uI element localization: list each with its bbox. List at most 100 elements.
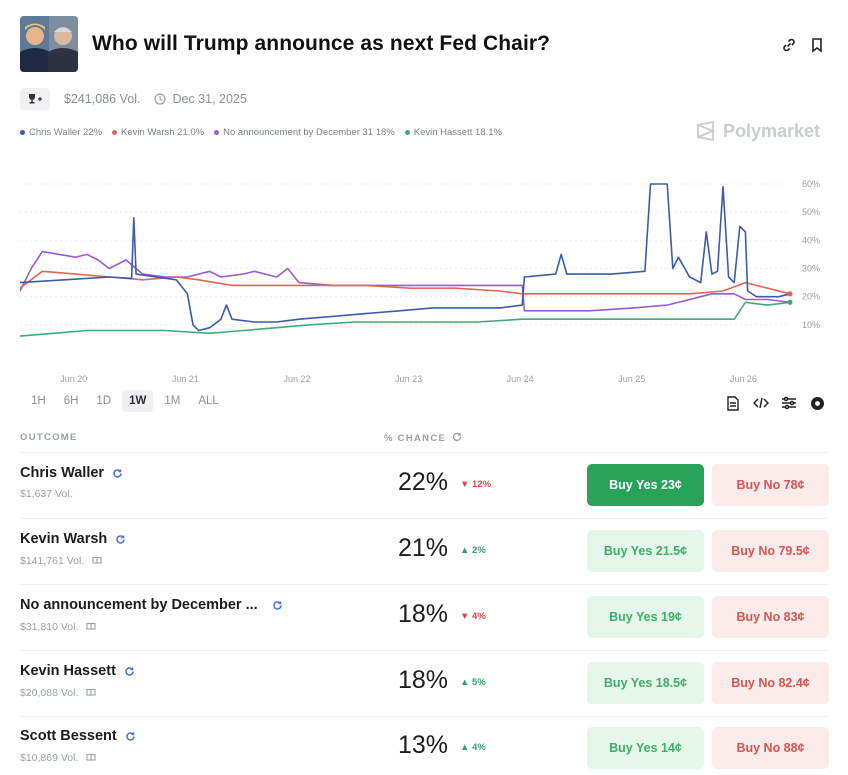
outcome-chance: 22% bbox=[398, 468, 449, 496]
time-range-selector: 1H 6H 1D 1W 1M ALL bbox=[24, 390, 226, 412]
range-1h[interactable]: 1H bbox=[31, 395, 46, 407]
buy-no-button[interactable]: Buy No 82.4¢ bbox=[712, 662, 829, 704]
outcome-name-wrap: Kevin Warsh bbox=[20, 531, 126, 547]
outcome-volume: $141,761 Vol. bbox=[20, 554, 85, 567]
outcome-volume: $20,088 Vol. bbox=[20, 686, 79, 699]
x-tick-label: Jun 26 bbox=[730, 374, 757, 384]
refresh-icon[interactable] bbox=[452, 432, 462, 445]
outcome-name-wrap: Kevin Hassett bbox=[20, 663, 135, 679]
buy-no-button[interactable]: Buy No 83¢ bbox=[712, 596, 829, 638]
outcome-row-chris-waller[interactable]: Chris Waller $1,637 Vol. 22% ▼ 12% Buy Y… bbox=[20, 454, 830, 518]
x-tick-label: Jun 21 bbox=[172, 374, 199, 384]
outcome-row-scott-bessent[interactable]: Scott Bessent $10,869 Vol. 13% ▲ 4% Buy … bbox=[20, 717, 830, 775]
outcome-row-kevin-hassett[interactable]: Kevin Hassett $20,088 Vol. 18% ▲ 5% Buy … bbox=[20, 652, 830, 716]
gift-icon[interactable] bbox=[86, 686, 96, 699]
outcome-row-no-announcement[interactable]: No announcement by December ... $31,810 … bbox=[20, 586, 830, 650]
x-tick-label: Jun 24 bbox=[507, 374, 534, 384]
buy-yes-button[interactable]: Buy Yes 18.5¢ bbox=[587, 662, 704, 704]
outcome-name: Kevin Hassett bbox=[20, 663, 116, 679]
table-divider bbox=[20, 452, 828, 453]
refresh-icon[interactable] bbox=[272, 600, 283, 611]
row-divider bbox=[20, 584, 828, 585]
buy-no-button[interactable]: Buy No 88¢ bbox=[712, 727, 829, 769]
link-icon[interactable] bbox=[780, 36, 798, 54]
outcome-name-wrap: No announcement by December ... bbox=[20, 597, 283, 613]
outcome-change-value: 4% bbox=[472, 611, 486, 622]
gift-icon[interactable] bbox=[92, 554, 102, 567]
series-line-chris-waller[interactable] bbox=[20, 183, 791, 332]
outcome-change-value: 12% bbox=[472, 479, 492, 490]
range-6h[interactable]: 6H bbox=[63, 395, 79, 407]
gear-icon[interactable] bbox=[808, 394, 826, 412]
range-1w[interactable]: 1W bbox=[122, 390, 154, 412]
outcome-volume-wrap: $141,761 Vol. bbox=[20, 554, 102, 567]
outcome-volume-wrap: $20,088 Vol. bbox=[20, 686, 96, 699]
market-end-date: Dec 31, 2025 bbox=[172, 92, 247, 106]
gift-icon[interactable] bbox=[86, 751, 96, 764]
row-divider bbox=[20, 518, 828, 519]
outcome-volume: $31,810 Vol. bbox=[20, 620, 79, 633]
outcome-volume-wrap: $31,810 Vol. bbox=[20, 620, 96, 633]
buy-yes-button[interactable]: Buy Yes 21.5¢ bbox=[587, 530, 704, 572]
x-tick-label: Jun 22 bbox=[283, 374, 310, 384]
legend-item: No announcement by December 31 18% bbox=[214, 127, 395, 138]
series-line-kevin-warsh[interactable] bbox=[20, 270, 791, 295]
clock-icon bbox=[154, 93, 167, 105]
outcome-change: ▲ 2% bbox=[460, 545, 486, 556]
document-icon[interactable] bbox=[724, 394, 742, 412]
chart-legend: Chris Waller 22% Kevin Warsh 21.0% No an… bbox=[20, 127, 502, 138]
buy-yes-button[interactable]: Buy Yes 23¢ bbox=[587, 464, 704, 506]
x-tick-label: Jun 25 bbox=[618, 374, 645, 384]
chance-column-header[interactable]: % CHANCE bbox=[384, 432, 462, 445]
refresh-icon[interactable] bbox=[124, 666, 135, 677]
y-tick-label: 20% bbox=[802, 292, 820, 302]
outcome-change: ▼ 12% bbox=[460, 479, 492, 490]
chance-column-label: % CHANCE bbox=[384, 433, 447, 444]
outcome-row-kevin-warsh[interactable]: Kevin Warsh $141,761 Vol. 21% ▲ 2% Buy Y… bbox=[20, 520, 830, 584]
legend-dot bbox=[112, 130, 118, 135]
legend-item: Kevin Hassett 18.1% bbox=[404, 127, 502, 138]
polymarket-watermark: Polymarket bbox=[696, 120, 820, 142]
gift-icon[interactable] bbox=[86, 620, 96, 633]
range-all[interactable]: ALL bbox=[198, 395, 219, 407]
legend-label: No announcement by December 31 18% bbox=[223, 127, 395, 138]
series-line-kevin-hassett[interactable] bbox=[20, 301, 791, 337]
outcome-chance: 21% bbox=[398, 534, 449, 562]
refresh-icon[interactable] bbox=[112, 468, 123, 479]
outcome-change-value: 4% bbox=[472, 742, 486, 753]
market-meta: $241,086 Vol. Dec 31, 2025 bbox=[20, 86, 247, 112]
refresh-icon[interactable] bbox=[115, 534, 126, 545]
trophy-icon[interactable] bbox=[20, 88, 50, 110]
outcome-volume: $10,869 Vol. bbox=[20, 751, 79, 764]
market-header: Who will Trump announce as next Fed Chai… bbox=[20, 16, 830, 74]
market-title: Who will Trump announce as next Fed Chai… bbox=[92, 32, 551, 55]
legend-label: Kevin Hassett 18.1% bbox=[413, 127, 502, 138]
code-icon[interactable] bbox=[752, 394, 770, 412]
outcome-volume-wrap: $10,869 Vol. bbox=[20, 751, 96, 764]
series-end-point bbox=[787, 291, 793, 297]
x-tick-label: Jun 20 bbox=[60, 374, 87, 384]
buy-no-button[interactable]: Buy No 78¢ bbox=[712, 464, 829, 506]
chart-tools bbox=[724, 394, 826, 412]
x-tick-label: Jun 23 bbox=[395, 374, 422, 384]
y-tick-label: 60% bbox=[802, 179, 820, 189]
sliders-icon[interactable] bbox=[780, 394, 798, 412]
price-history-chart[interactable]: 60% 50% 40% 30% 20% 10% Jun 20 Jun 21 Jun 22 Jun … bbox=[20, 170, 830, 385]
series-line-no-announcement-by-december-31[interactable] bbox=[20, 250, 791, 312]
row-divider bbox=[20, 716, 828, 717]
outcome-name: Scott Bessent bbox=[20, 728, 117, 744]
bookmark-icon[interactable] bbox=[808, 36, 826, 54]
legend-label: Kevin Warsh 21.0% bbox=[121, 127, 205, 138]
buy-yes-button[interactable]: Buy Yes 14¢ bbox=[587, 727, 704, 769]
buy-no-button[interactable]: Buy No 79.5¢ bbox=[712, 530, 829, 572]
row-divider bbox=[20, 650, 828, 651]
outcome-change: ▼ 4% bbox=[460, 611, 486, 622]
buy-yes-button[interactable]: Buy Yes 19¢ bbox=[587, 596, 704, 638]
range-1m[interactable]: 1M bbox=[164, 395, 181, 407]
series-end-point bbox=[787, 299, 793, 305]
refresh-icon[interactable] bbox=[125, 731, 136, 742]
legend-dot bbox=[20, 130, 25, 135]
brand-name: Polymarket bbox=[723, 120, 821, 141]
y-tick-label: 50% bbox=[802, 207, 820, 217]
range-1d[interactable]: 1D bbox=[96, 395, 112, 407]
